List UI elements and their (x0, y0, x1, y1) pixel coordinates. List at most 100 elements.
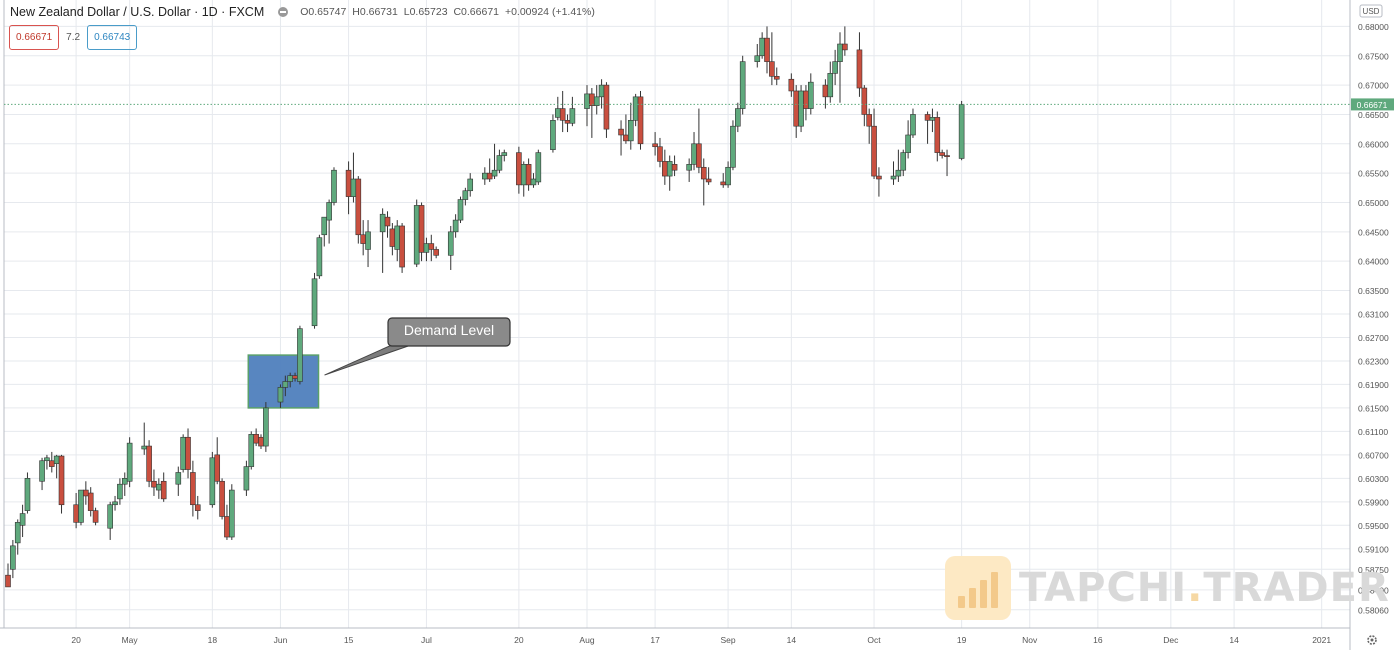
price-tick-label: 0.61100 (1358, 427, 1388, 437)
candle-body (686, 164, 692, 171)
candle (924, 111, 931, 144)
candle (394, 220, 401, 262)
candle-body (861, 87, 868, 115)
price-tick-label: 0.58400 (1358, 585, 1389, 595)
candle (662, 149, 668, 185)
time-tick-label: 15 (344, 635, 354, 645)
candle-body (151, 480, 157, 488)
candle (10, 539, 16, 579)
candle-body (564, 120, 571, 124)
candle-body (126, 442, 133, 482)
candle-body (720, 181, 727, 186)
candle-body (277, 387, 284, 403)
candle (117, 478, 123, 505)
candle-body (501, 152, 508, 156)
candle (355, 176, 362, 244)
candle (754, 44, 761, 68)
candle (389, 223, 396, 256)
candle (876, 167, 882, 197)
candle-body (457, 199, 464, 221)
sell-button[interactable]: 0.66671 (9, 25, 60, 50)
candle-body (418, 205, 425, 253)
candle-body (292, 375, 298, 379)
candle-body (691, 143, 697, 165)
candle-body (78, 489, 84, 523)
candle (958, 100, 965, 161)
candle (934, 111, 941, 162)
candle (861, 85, 868, 127)
candle-body (910, 114, 916, 136)
candle (657, 137, 663, 168)
candle (603, 82, 610, 138)
candle (53, 454, 60, 479)
price-tick-label: 0.61900 (1358, 380, 1389, 390)
candle-body (905, 134, 911, 153)
candle-body (627, 120, 634, 142)
candle (311, 272, 318, 329)
candle-body (243, 466, 250, 491)
symbol-title[interactable]: New Zealand Dollar / U.S. Dollar · 1D · … (10, 5, 265, 19)
candle (866, 108, 872, 144)
candle-body (832, 61, 838, 74)
candle (360, 220, 366, 256)
candle (525, 158, 532, 191)
candle-body (496, 155, 503, 171)
candle-body (423, 243, 430, 253)
annotations: 0.66671 Demand Level (4, 98, 1394, 376)
candle (121, 472, 128, 496)
candle (258, 434, 264, 449)
candle-body (345, 169, 352, 197)
candle-body (559, 108, 566, 121)
last-price-tag (1351, 98, 1394, 111)
candle (229, 484, 235, 540)
candle-body (10, 545, 16, 570)
candle-body (759, 37, 765, 57)
candle-body (662, 161, 668, 177)
candle (78, 489, 84, 526)
candle (652, 132, 658, 156)
candle (190, 460, 196, 517)
candle-body (657, 146, 663, 162)
candle-body (769, 61, 775, 77)
candle (554, 96, 561, 121)
candle (73, 493, 79, 529)
candle (637, 90, 644, 150)
candle-body (788, 78, 795, 92)
price-tick-label: 0.60300 (1358, 474, 1389, 484)
candle (413, 199, 420, 268)
candle (769, 32, 775, 86)
candle (686, 158, 692, 182)
price-tick-label: 0.61500 (1358, 403, 1389, 413)
candle-body (482, 172, 488, 180)
candle (569, 96, 576, 127)
gear-center (1370, 638, 1374, 642)
candle (92, 507, 99, 526)
candle-body (807, 81, 814, 109)
candle-body (623, 134, 629, 142)
price-tick-label: 0.58060 (1358, 605, 1389, 615)
close-value: C0.66671 (453, 6, 500, 18)
candle (788, 73, 795, 97)
candle-body (224, 516, 230, 538)
candle (559, 90, 566, 133)
candle-body (516, 152, 522, 186)
candle-body (462, 190, 469, 200)
candle-body (112, 501, 118, 506)
buy-button[interactable]: 0.66743 (87, 25, 138, 50)
candle-body (793, 90, 800, 127)
last-price-label: 0.66671 (1357, 100, 1388, 110)
minus-circle-icon[interactable] (278, 7, 289, 17)
candle (550, 114, 556, 153)
candle-body (214, 454, 221, 482)
candle (939, 149, 945, 159)
time-axis: 20 May 18 Jun 15 Jul 20 Aug 17 Sep 14 Oct 19 Nov 16 Dec… (71, 635, 1331, 645)
candle-body (413, 205, 420, 265)
candle (423, 237, 430, 262)
candle-body (394, 225, 401, 250)
candle (501, 149, 508, 162)
time-tick-label: Jul (421, 635, 432, 645)
time-tick-label: Aug (579, 635, 594, 645)
price-tick-label: 0.67000 (1358, 81, 1389, 91)
settings-gear-icon[interactable] (1367, 635, 1377, 645)
